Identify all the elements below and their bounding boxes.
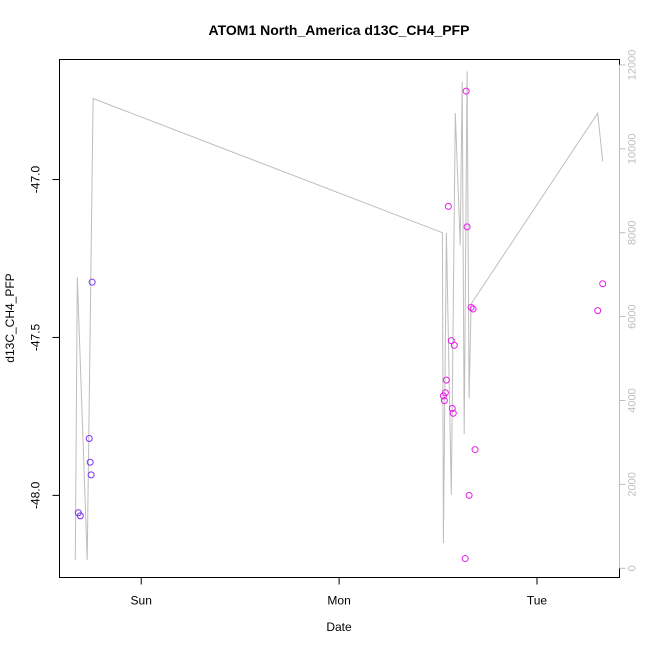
data-point [448, 405, 456, 413]
data-point [86, 458, 94, 466]
y2-tick-label: 0 [627, 565, 639, 571]
x-tick-label: Tue [527, 594, 548, 608]
y2-tick-label: 8000 [627, 220, 639, 244]
data-point [441, 389, 449, 397]
data-point [449, 409, 457, 417]
x-tick-label: Mon [327, 594, 350, 608]
data-point [469, 305, 477, 313]
x-axis-label: Date [326, 620, 352, 634]
data-point [88, 278, 96, 286]
data-point [471, 446, 479, 454]
data-point [76, 512, 84, 520]
y2-tick-label: 12000 [627, 50, 639, 81]
data-point [594, 307, 602, 315]
y2-tick-label: 4000 [627, 388, 639, 412]
series-line [74, 71, 604, 560]
data-point [442, 376, 450, 384]
data-point [467, 303, 475, 311]
chart-title: ATOM1 North_America d13C_CH4_PFP [209, 22, 470, 38]
data-point [463, 223, 471, 231]
data-point [87, 471, 95, 479]
y2-tick-label: 2000 [627, 472, 639, 496]
data-point [85, 435, 93, 443]
data-point [462, 87, 470, 95]
y-tick-label: -48.0 [29, 481, 43, 509]
data-point [461, 555, 469, 563]
y2-tick-label: 10000 [627, 134, 639, 165]
data-point [444, 202, 452, 210]
y2-tick-label: 6000 [627, 304, 639, 328]
plot-area [59, 59, 620, 578]
y-axis-label: d13C_CH4_PFP [3, 273, 17, 362]
y-axis: -47.0 -47.5 -48.0 [29, 166, 60, 509]
data-point [450, 341, 458, 349]
y-tick-label: -47.5 [29, 323, 43, 351]
data-point [440, 397, 448, 405]
data-point [599, 280, 607, 288]
data-point [465, 491, 473, 499]
y2-axis: 0 2000 4000 6000 8000 10000 12000 [619, 50, 639, 571]
x-tick-label: Sun [131, 594, 152, 608]
y-tick-label: -47.0 [29, 166, 43, 194]
right-axis-series-line [74, 71, 604, 560]
x-axis: Sun Mon Tue [131, 577, 548, 608]
data-points [74, 87, 607, 563]
